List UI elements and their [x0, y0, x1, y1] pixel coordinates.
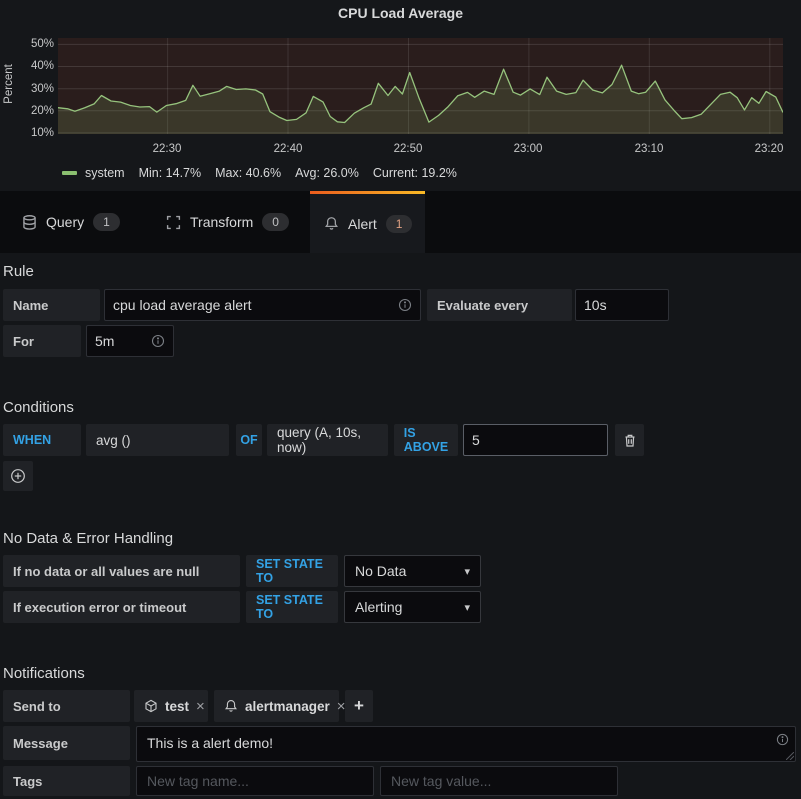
condition-when-keyword[interactable]: WHEN	[3, 424, 81, 456]
recipient-chip-test[interactable]: test ×	[134, 690, 208, 722]
tab-query-count: 1	[93, 213, 120, 231]
message-textarea-wrap: This is a alert demo!	[136, 726, 796, 762]
no-data-state-select[interactable]: No Data ▾	[344, 555, 481, 587]
x-tick: 23:20	[754, 143, 784, 155]
delete-condition-button[interactable]	[615, 424, 644, 456]
series-name[interactable]: system	[85, 166, 125, 180]
no-data-state-value: No Data	[355, 563, 407, 579]
y-tick: 10%	[30, 127, 54, 139]
info-circle-icon	[398, 298, 412, 312]
new-tag-value-input[interactable]	[380, 766, 618, 796]
chevron-down-icon: ▾	[464, 565, 470, 578]
tags-label: Tags	[3, 766, 130, 796]
y-tick: 40%	[30, 60, 54, 72]
chart-legend: system Min: 14.7% Max: 40.6% Avg: 26.0% …	[62, 166, 457, 180]
condition-aggregator[interactable]: avg ()	[86, 424, 229, 456]
tab-alert-count: 1	[385, 214, 413, 233]
no-data-set-state: SET STATE TO	[246, 555, 338, 587]
message-textarea[interactable]: This is a alert demo!	[137, 727, 795, 761]
panel-editor-tabbar: Query 1 Transform 0 Alert 1	[0, 191, 801, 253]
new-tag-name-input[interactable]	[136, 766, 374, 796]
evaluate-every-label: Evaluate every	[427, 289, 572, 321]
series-color-swatch	[62, 171, 77, 175]
circle-plus-icon	[10, 468, 26, 484]
for-label: For	[3, 325, 81, 357]
tab-transform-label: Transform	[190, 214, 254, 230]
evaluate-every-inputbox	[575, 289, 669, 321]
rule-name-label: Name	[3, 289, 100, 321]
cpu-load-chart[interactable]	[58, 38, 783, 134]
condition-operator[interactable]: IS ABOVE	[394, 424, 458, 456]
legend-current: Current: 19.2%	[372, 166, 457, 180]
tab-transform-count: 0	[262, 213, 289, 231]
recipient-name: alertmanager	[245, 698, 330, 714]
info-circle-icon	[151, 334, 165, 348]
exec-error-state-select[interactable]: Alerting ▾	[344, 591, 481, 623]
conditions-heading: Conditions	[3, 399, 74, 416]
exec-error-set-state: SET STATE TO	[246, 591, 338, 623]
exec-error-row-label: If execution error or timeout	[3, 591, 240, 623]
database-icon	[22, 214, 37, 230]
tab-transform[interactable]: Transform 0	[152, 191, 303, 253]
rule-name-inputbox	[104, 289, 421, 321]
trash-icon	[623, 433, 637, 448]
add-condition-button[interactable]	[3, 461, 33, 491]
remove-recipient-icon[interactable]: ×	[336, 697, 346, 715]
panel-title: CPU Load Average	[338, 5, 463, 21]
resize-grip-icon[interactable]	[786, 752, 794, 760]
condition-of-keyword[interactable]: OF	[236, 424, 262, 456]
no-data-row-label: If no data or all values are null	[3, 555, 240, 587]
legend-avg: Avg: 26.0%	[295, 166, 359, 180]
tab-alert[interactable]: Alert 1	[310, 191, 425, 253]
recipient-name: test	[165, 698, 190, 714]
message-label: Message	[3, 726, 130, 760]
condition-threshold-box	[463, 424, 608, 456]
recipient-chip-alertmanager[interactable]: alertmanager ×	[214, 690, 346, 722]
for-inputbox	[86, 325, 174, 357]
rule-heading: Rule	[3, 263, 34, 280]
no-data-heading: No Data & Error Handling	[3, 530, 174, 547]
send-to-label: Send to	[3, 690, 130, 722]
y-tick: 50%	[30, 38, 54, 50]
remove-recipient-icon[interactable]: ×	[196, 697, 205, 715]
notifications-heading: Notifications	[3, 665, 85, 682]
condition-query[interactable]: query (A, 10s, now)	[267, 424, 388, 456]
y-tick: 20%	[30, 105, 54, 117]
legend-max: Max: 40.6%	[215, 166, 282, 180]
evaluate-every-input[interactable]	[584, 297, 660, 313]
tab-query[interactable]: Query 1	[8, 191, 134, 253]
x-tick: 23:10	[634, 143, 664, 155]
tab-query-label: Query	[46, 214, 85, 230]
legend-min: Min: 14.7%	[138, 166, 202, 180]
x-tick: 22:30	[152, 143, 182, 155]
info-circle-icon	[776, 733, 789, 746]
x-tick: 23:00	[513, 143, 543, 155]
x-tick: 22:40	[273, 143, 303, 155]
condition-threshold-input[interactable]	[472, 432, 599, 448]
x-tick: 22:50	[393, 143, 423, 155]
bell-icon	[324, 216, 339, 231]
transform-icon	[166, 215, 181, 230]
webhook-icon	[144, 699, 158, 713]
y-tick: 30%	[30, 83, 54, 95]
for-input[interactable]	[95, 333, 151, 349]
cpu-load-panel: CPU Load Average Percent 50% 40% 30% 20%…	[0, 0, 801, 191]
rule-name-input[interactable]	[113, 297, 398, 313]
exec-error-state-value: Alerting	[355, 599, 403, 615]
chevron-down-icon: ▾	[464, 601, 470, 614]
add-recipient-button[interactable]: +	[345, 690, 373, 722]
bell-icon	[224, 699, 238, 713]
tab-alert-label: Alert	[348, 215, 377, 232]
plus-icon: +	[354, 696, 364, 715]
